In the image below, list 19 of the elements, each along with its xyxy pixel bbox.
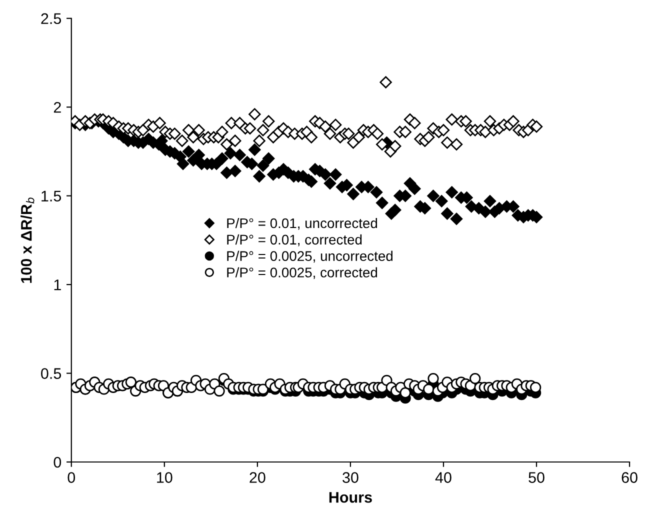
- y-tick-label: 0: [54, 456, 62, 468]
- x-tick-label: 10: [157, 472, 172, 483]
- x-tick-label: 0: [68, 472, 76, 483]
- legend-label: P/P° = 0.0025, corrected: [227, 267, 378, 280]
- legend-label: P/P° = 0.0025, uncorrected: [227, 250, 392, 263]
- legend-label: P/P° = 0.01, corrected: [227, 234, 362, 246]
- y-tick-label: 0.5: [41, 368, 62, 379]
- x-tick-label: 30: [342, 472, 358, 483]
- x-axis-title: Hours: [329, 492, 372, 503]
- y-tick-label: 1: [54, 280, 61, 290]
- y-tick-label: 2.5: [41, 13, 62, 24]
- x-tick-label: 40: [435, 472, 452, 483]
- legend-label: P/P° = 0.01, uncorrected: [227, 218, 378, 230]
- y-axis-title: 100 x ΔR/R$_{b}$: [20, 198, 34, 283]
- x-tick-label: 50: [528, 472, 544, 483]
- y-tick-label: 2: [54, 102, 61, 113]
- y-tick-label: 1.5: [42, 190, 62, 202]
- x-tick-label: 60: [622, 472, 638, 483]
- x-tick-label: 20: [250, 472, 266, 483]
